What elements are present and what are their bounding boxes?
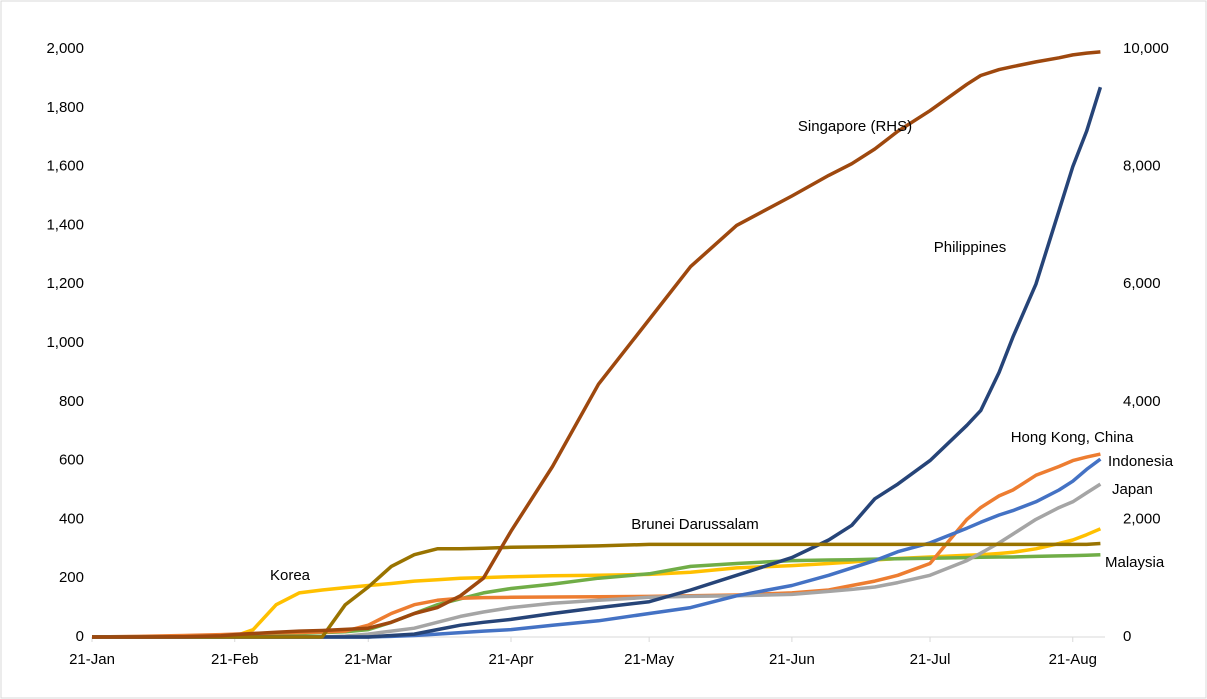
- x-tick-label: 21-Jul: [910, 651, 951, 668]
- series-line: [92, 50, 1101, 639]
- series-label: Singapore (RHS): [798, 118, 912, 135]
- y-tick-label: 1,600: [46, 158, 84, 175]
- y-tick-label: 1,400: [46, 216, 84, 233]
- series-label: Hong Kong, China: [1011, 429, 1134, 446]
- y2-tick-label: 6,000: [1123, 275, 1161, 292]
- y2-tick-label: 8,000: [1123, 158, 1161, 175]
- y-tick-label: 0: [76, 628, 84, 645]
- x-tick-label: 21-Aug: [1049, 651, 1097, 668]
- y2-tick-label: 2,000: [1123, 510, 1161, 527]
- y-tick-label: 200: [59, 569, 84, 586]
- x-tick-label: 21-Feb: [211, 651, 259, 668]
- series-label: Malaysia: [1105, 554, 1165, 571]
- y-tick-label: 600: [59, 452, 84, 469]
- x-tick-label: 21-May: [624, 651, 675, 668]
- y-tick-label: 800: [59, 393, 84, 410]
- x-tick-label: 21-Jan: [69, 651, 115, 668]
- y-tick-label: 1,200: [46, 275, 84, 292]
- series-label: Indonesia: [1108, 453, 1174, 470]
- y-tick-label: 400: [59, 510, 84, 527]
- y2-tick-label: 4,000: [1123, 393, 1161, 410]
- y2-tick-label: 0: [1123, 628, 1131, 645]
- series-label: Brunei Darussalam: [631, 516, 759, 533]
- x-tick-label: 21-Mar: [345, 651, 393, 668]
- y-tick-label: 1,800: [46, 99, 84, 116]
- series-line: [92, 541, 1101, 639]
- series-line: [92, 527, 1102, 639]
- y2-tick-label: 10,000: [1123, 40, 1169, 57]
- series-label: Japan: [1112, 481, 1153, 498]
- series-label: Korea: [270, 567, 311, 584]
- y-tick-label: 2,000: [46, 40, 84, 57]
- x-tick-label: 21-Jun: [769, 651, 815, 668]
- y-tick-label: 1,000: [46, 334, 84, 351]
- x-tick-label: 21-Apr: [488, 651, 533, 668]
- series-label: Philippines: [934, 239, 1007, 256]
